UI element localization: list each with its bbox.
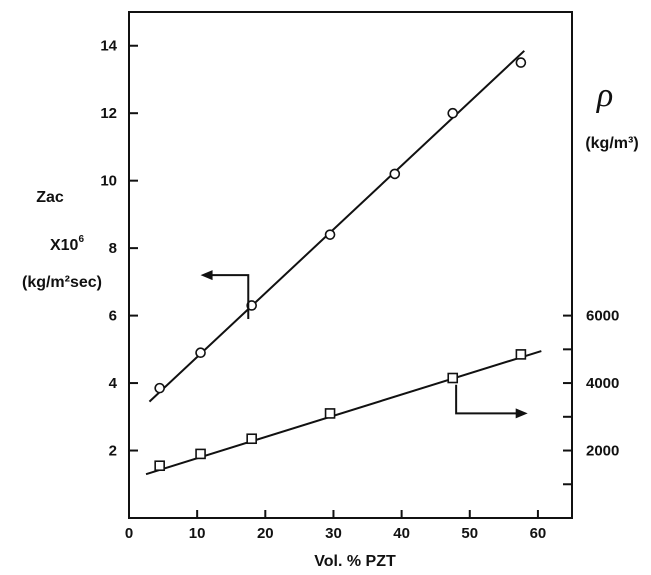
circle-point: [154, 382, 165, 394]
circle-point: [389, 168, 401, 180]
circle-point: [515, 57, 527, 68]
right-tick-label: 6000: [586, 308, 619, 325]
left-axis-unit: (kg/m²sec): [22, 274, 102, 291]
x-tick-label: 30: [325, 525, 342, 542]
left-tick-label: 4: [109, 375, 118, 392]
left-tick-label: 14: [100, 38, 117, 55]
fit-line-left: [148, 50, 525, 403]
fit-lines: [145, 50, 542, 476]
left-axis-title: Zac: [36, 189, 64, 206]
x-axis-label: Vol. % PZT: [314, 553, 396, 570]
right-y-axis: 2000 4000 6000: [563, 308, 619, 486]
left-y-axis: 2 4 6 8 10 12 14: [100, 38, 138, 460]
right-axis-unit: (kg/m³): [585, 135, 638, 152]
data-points: [154, 57, 527, 472]
circle-point: [195, 347, 206, 359]
square-point: [447, 372, 459, 384]
circle-point: [447, 107, 459, 119]
left-tick-label: 6: [109, 308, 117, 325]
square-point: [324, 408, 336, 419]
square-point: [195, 448, 206, 460]
left-arrowhead: [200, 270, 213, 281]
x-tick-label: 40: [393, 525, 410, 542]
left-tick-label: 10: [100, 173, 117, 190]
x-tick-label: 50: [461, 525, 478, 542]
square-point: [515, 349, 527, 360]
left-axis-multiplier: X106: [50, 234, 84, 254]
right-tick-label: 2000: [586, 443, 619, 460]
x-tick-label: 0: [125, 525, 133, 542]
right-arrow-stem: [455, 384, 518, 415]
x-axis: 0 10 20 30 40 50 60: [125, 510, 546, 542]
right-tick-label: 4000: [586, 375, 619, 392]
annotation-arrows: [200, 270, 528, 419]
left-tick-label: 8: [109, 240, 117, 257]
x-tick-label: 10: [189, 525, 206, 542]
left-tick-label: 2: [109, 443, 117, 460]
x-tick-label: 20: [257, 525, 274, 542]
circle-point: [246, 300, 257, 311]
circle-point: [324, 229, 336, 240]
right-arrowhead: [515, 408, 528, 419]
fit-line-right: [145, 350, 542, 476]
plot-frame: [128, 11, 573, 519]
x-tick-label: 60: [530, 525, 547, 542]
plot-frame-rect: [128, 11, 573, 519]
square-point: [246, 433, 257, 445]
left-arrow-stem: [210, 274, 250, 319]
square-point: [154, 460, 165, 472]
left-tick-label: 12: [100, 105, 117, 122]
right-axis-symbol: ρ: [596, 77, 613, 114]
